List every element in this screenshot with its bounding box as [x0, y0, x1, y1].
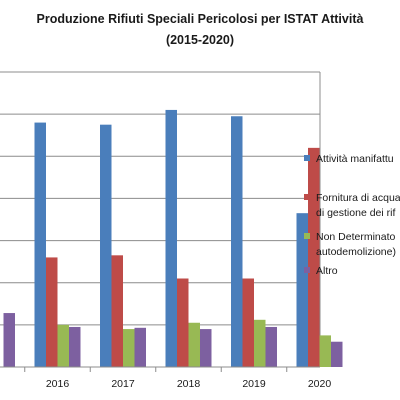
bar — [200, 329, 212, 367]
x-axis: 2016 2017 2018 2019 2020 — [0, 366, 332, 390]
bar — [165, 109, 177, 367]
x-tick-label: 2017 — [111, 378, 135, 390]
bar — [69, 326, 81, 367]
bar — [308, 147, 320, 367]
bar — [3, 313, 15, 367]
chart-title: Produzione Rifiuti Speciali Pericolosi p… — [37, 12, 364, 26]
bar — [123, 329, 135, 367]
bar — [46, 257, 58, 367]
legend: Attività manifattu Fornitura di acqua di g… — [304, 153, 400, 277]
bar — [100, 124, 112, 367]
bar — [57, 324, 69, 367]
bars — [3, 109, 343, 367]
x-tick-label: 2019 — [242, 378, 266, 390]
bar — [254, 319, 266, 367]
bar — [34, 122, 46, 367]
bar — [319, 335, 331, 367]
legend-swatch — [304, 233, 310, 239]
x-tick-label: 2020 — [308, 378, 332, 390]
legend-label: Attività manifattu — [316, 153, 394, 165]
bar — [111, 255, 123, 367]
bar — [331, 341, 343, 367]
chart-subtitle: (2015-2020) — [166, 33, 234, 47]
bar — [242, 278, 254, 367]
legend-label: Altro — [316, 265, 338, 277]
bar — [231, 116, 243, 367]
legend-label: Fornitura di acqua — [316, 192, 400, 204]
bar — [188, 322, 200, 367]
bar — [177, 278, 189, 367]
bar — [265, 326, 277, 367]
x-tick-label: 2018 — [177, 378, 201, 390]
legend-swatch — [304, 155, 310, 161]
legend-label: Non Determinato — [316, 231, 396, 243]
legend-label-line2: autodemolizione) — [316, 246, 396, 258]
legend-swatch — [304, 194, 310, 200]
x-tick-label: 2016 — [46, 378, 70, 390]
bar — [296, 213, 308, 367]
legend-label-line2: di gestione dei rif — [316, 207, 395, 219]
legend-swatch — [304, 267, 310, 273]
bar — [134, 327, 146, 367]
